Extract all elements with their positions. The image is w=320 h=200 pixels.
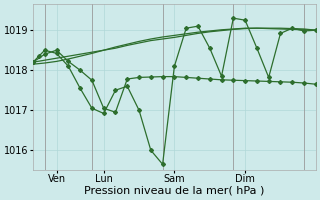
X-axis label: Pression niveau de la mer( hPa ): Pression niveau de la mer( hPa ) xyxy=(84,186,265,196)
